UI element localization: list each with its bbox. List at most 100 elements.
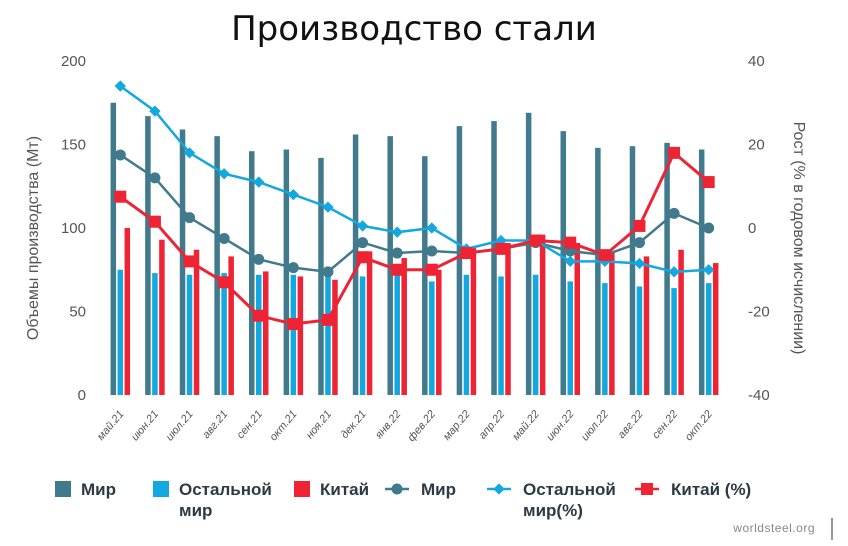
- point-rest-of-world-pct: [287, 188, 300, 201]
- x-tick-label: авг.22: [616, 408, 646, 441]
- x-tick-label: мар.22: [441, 408, 473, 443]
- point-world-pct: [357, 237, 369, 249]
- x-tick-label: май.21: [95, 408, 127, 443]
- bar-rest-of-world: [532, 274, 539, 395]
- bar-rest-of-world: [325, 276, 331, 395]
- legend: Мир Остальной мир Китай Мир Остальной мир(%) Ки…: [55, 480, 751, 520]
- bar-world: [491, 121, 497, 396]
- bar-rest-of-world: [359, 276, 366, 395]
- point-china-pct: [425, 263, 438, 276]
- x-tick-label: авг.21: [200, 408, 230, 441]
- bar-world: [629, 146, 636, 395]
- point-world-pct: [391, 247, 403, 259]
- point-world-pct: [633, 237, 645, 249]
- bar-china: [643, 256, 650, 395]
- bar-world: [456, 126, 463, 395]
- bar-world: [595, 147, 601, 395]
- x-tick-label: фев.22: [405, 408, 438, 444]
- bar-world: [179, 129, 186, 395]
- y-right-tick-label: 40: [748, 53, 765, 70]
- point-rest-of-world-pct: [703, 264, 715, 276]
- point-world-pct: [114, 149, 126, 161]
- bar-china: [678, 249, 684, 395]
- bar-rest-of-world: [705, 283, 712, 395]
- bar-world: [249, 151, 255, 395]
- bar-china: [401, 258, 407, 395]
- bar-china: [297, 276, 304, 395]
- point-china-pct: [529, 234, 542, 247]
- line-china-pct: [119, 150, 710, 326]
- legend-swatch: [55, 481, 71, 497]
- x-tick-label: апр.22: [477, 408, 508, 441]
- bar-rest-of-world: [602, 283, 608, 395]
- y-right-tick-label: -20: [748, 304, 770, 321]
- point-rest-of-world-pct: [633, 257, 646, 270]
- bar-world: [387, 136, 393, 395]
- bar-rest-of-world: [567, 281, 573, 395]
- point-china-pct: [391, 263, 404, 276]
- bar-world: [525, 112, 532, 396]
- legend-marker: [493, 483, 505, 495]
- point-world-pct: [426, 245, 438, 257]
- x-tick-label: май.22: [510, 408, 542, 443]
- legend-marker: [641, 483, 653, 495]
- y-left-axis-title: Объемы производства (Мт): [25, 136, 42, 340]
- bar-world: [698, 149, 705, 395]
- point-china-pct: [252, 309, 265, 322]
- legend-label: Мир: [421, 480, 456, 499]
- bar-rest-of-world: [290, 274, 297, 395]
- bar-china: [436, 269, 442, 395]
- bar-world: [110, 102, 117, 395]
- legend-item: Китай: [294, 480, 369, 499]
- x-tick-label: июл.21: [164, 408, 196, 443]
- point-china-pct: [460, 247, 473, 260]
- y-left-tick-label: 50: [69, 304, 86, 321]
- legend-marker: [391, 483, 403, 495]
- legend-label: Остальной мир: [179, 480, 272, 520]
- point-rest-of-world-pct: [391, 226, 403, 238]
- bar-china: [470, 248, 477, 395]
- bar-china: [159, 239, 165, 395]
- bar-china: [228, 256, 234, 395]
- x-tick-label: янв.22: [372, 408, 403, 442]
- point-rest-of-world-pct: [356, 220, 369, 232]
- bar-china: [366, 251, 373, 395]
- bar-rest-of-world: [671, 288, 677, 395]
- point-china-pct: [633, 219, 646, 232]
- point-rest-of-world-pct: [426, 222, 438, 234]
- point-china-pct: [495, 242, 508, 255]
- point-china-pct: [218, 276, 231, 289]
- bar-world: [560, 131, 566, 395]
- legend-item: Остальной мир: [153, 480, 272, 520]
- point-world-pct: [218, 232, 230, 244]
- legend-item: Мир: [385, 480, 456, 499]
- legend-item: Китай (%): [635, 480, 751, 499]
- bar-world: [352, 134, 359, 396]
- y-left-tick-label: 200: [61, 53, 86, 70]
- y-right-axis-title: Рост (% в годовом исчислении): [790, 122, 807, 355]
- x-tick-label: дек.21: [339, 408, 369, 441]
- legend-item: Мир: [55, 480, 116, 499]
- bar-world: [422, 156, 428, 395]
- x-tick-label: июн.22: [544, 408, 576, 443]
- point-rest-of-world-pct: [218, 168, 230, 180]
- point-china-pct: [598, 249, 611, 262]
- x-tick-label: июл.22: [579, 408, 611, 443]
- bar-china: [505, 243, 511, 395]
- legend-swatch: [153, 481, 169, 497]
- point-china-pct: [702, 176, 715, 189]
- bar-china: [712, 263, 719, 395]
- x-tick-label: июн.21: [129, 408, 161, 443]
- bar-rest-of-world: [186, 274, 193, 395]
- legend-label: Мир: [81, 480, 116, 499]
- bar-china: [193, 249, 200, 395]
- legend-label: Остальной мир(%): [523, 480, 616, 520]
- point-rest-of-world-pct: [183, 147, 196, 159]
- x-tick-label: ноя.21: [304, 408, 334, 441]
- bar-world: [145, 116, 151, 396]
- bar-china: [124, 228, 131, 395]
- lines-layer: [114, 80, 715, 331]
- point-china-pct: [564, 236, 577, 249]
- legend-label: Китай (%): [671, 480, 751, 499]
